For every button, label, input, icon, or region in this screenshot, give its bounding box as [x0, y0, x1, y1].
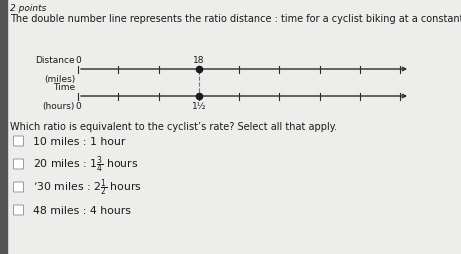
Text: (hours): (hours) [42, 102, 75, 110]
FancyBboxPatch shape [13, 182, 24, 192]
Text: Time: Time [53, 83, 75, 92]
Text: 10 miles : 1 hour: 10 miles : 1 hour [33, 136, 125, 146]
FancyBboxPatch shape [13, 136, 24, 146]
Text: ’30 miles : 2$\frac{1}{2}$ hours: ’30 miles : 2$\frac{1}{2}$ hours [33, 177, 142, 198]
Text: 1½: 1½ [191, 102, 206, 110]
Text: 0: 0 [75, 56, 81, 65]
Text: The double number line represents the ratio distance : time for a cyclist biking: The double number line represents the ra… [10, 14, 461, 24]
FancyBboxPatch shape [13, 205, 24, 215]
Text: 18: 18 [193, 56, 205, 65]
Text: Distance: Distance [35, 56, 75, 65]
Text: 48 miles : 4 hours: 48 miles : 4 hours [33, 205, 131, 215]
Text: (miles): (miles) [44, 75, 75, 84]
Text: Which ratio is equivalent to the cyclist’s rate? Select all that apply.: Which ratio is equivalent to the cyclist… [10, 121, 337, 132]
FancyBboxPatch shape [13, 159, 24, 169]
Text: 20 miles : 1$\frac{3}{4}$ hours: 20 miles : 1$\frac{3}{4}$ hours [33, 154, 138, 175]
Bar [0, 0, 7, 254]
Text: 0: 0 [75, 102, 81, 110]
Text: 2 points: 2 points [10, 4, 47, 13]
